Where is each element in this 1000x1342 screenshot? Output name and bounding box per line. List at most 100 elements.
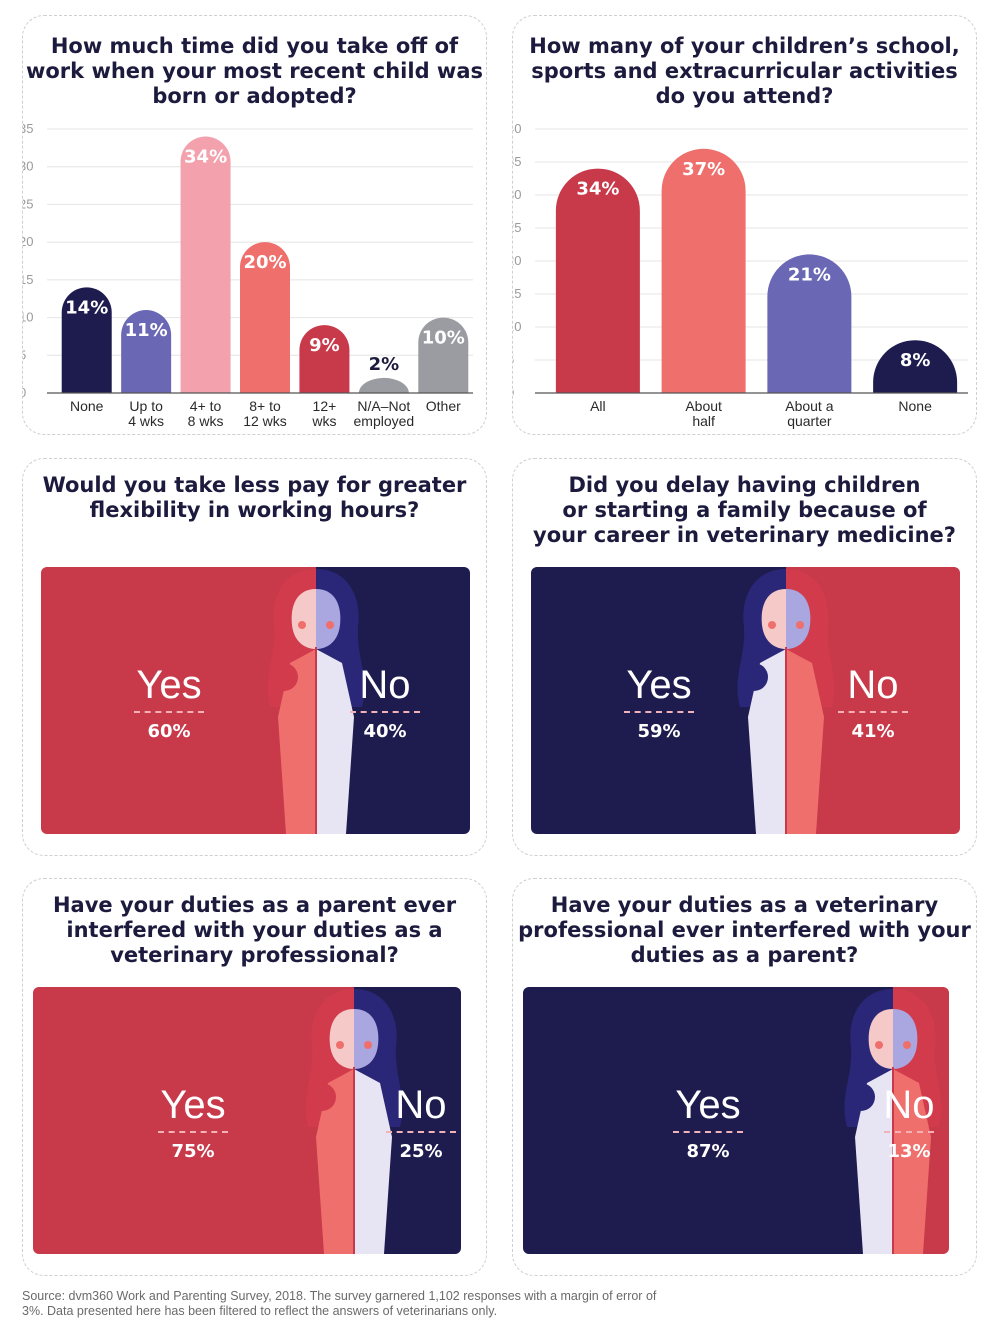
- bar: [239, 242, 290, 393]
- y-tick-label: 15: [23, 272, 33, 287]
- cheek-shape: [796, 621, 804, 629]
- yes-label: Yes: [160, 1083, 226, 1127]
- y-tick-label: 25: [23, 196, 33, 211]
- yes-answer: Yes 87%: [638, 1083, 778, 1162]
- face-shape: [761, 589, 786, 649]
- data-label: 8%: [900, 350, 931, 371]
- x-tick-label: About half: [685, 398, 722, 429]
- bar: [767, 254, 852, 393]
- y-tick-label: 20: [23, 234, 33, 249]
- data-label: 9%: [309, 335, 340, 356]
- no-percent: 40%: [363, 721, 407, 742]
- no-percent: 25%: [399, 1141, 443, 1162]
- y-tick-label: 35: [23, 121, 33, 136]
- data-label: 21%: [788, 264, 831, 285]
- cheek-shape: [298, 621, 306, 629]
- x-tick-label: N/A–Not employed: [354, 398, 415, 429]
- no-answer: No 13%: [859, 1083, 949, 1162]
- x-tick-label: 4+ to 8 wks: [188, 398, 224, 429]
- cheek-shape: [903, 1041, 911, 1049]
- coat-shape: [354, 1069, 392, 1254]
- cheek-shape: [875, 1041, 883, 1049]
- underline: [884, 1131, 934, 1133]
- poll-question: Would you take less pay for greater flex…: [42, 473, 467, 522]
- parent-vet-illustration: [267, 569, 365, 834]
- y-tick-label: 0: [513, 385, 514, 400]
- no-answer: No 40%: [315, 663, 455, 742]
- y-tick-label: 40: [513, 121, 521, 136]
- no-answer: No 41%: [803, 663, 943, 742]
- yes-half: [33, 987, 354, 1254]
- poll-card-parent-duties: Have your duties as a parent ever interf…: [22, 878, 487, 1276]
- face-shape: [893, 1009, 918, 1069]
- bar: [299, 325, 350, 393]
- x-tick-label: Other: [426, 398, 461, 414]
- yes-percent: 59%: [637, 721, 681, 742]
- no-percent: 41%: [851, 721, 895, 742]
- no-label: No: [395, 1083, 447, 1127]
- face-shape: [786, 589, 811, 649]
- x-tick-label: 8+ to 12 wks: [243, 398, 287, 429]
- bar: [873, 340, 958, 393]
- bar: [661, 148, 746, 393]
- yes-label: Yes: [626, 663, 692, 707]
- bar: [555, 168, 640, 393]
- underline: [386, 1131, 456, 1133]
- baby-shape: [308, 1083, 336, 1111]
- yes-half: [523, 987, 893, 1254]
- poll-question: Have your duties as a veterinary profess…: [518, 893, 971, 967]
- coat-shape: [786, 649, 824, 834]
- y-tick-label: 25: [513, 220, 521, 235]
- poll-question: Have your duties as a parent ever interf…: [52, 893, 457, 967]
- poll-panel: Yes 75% No 25%: [33, 987, 461, 1254]
- data-label: 20%: [243, 252, 286, 273]
- underline: [673, 1131, 743, 1133]
- poll-panel: Yes 59% No 41%: [531, 567, 960, 834]
- yes-percent: 87%: [686, 1141, 730, 1162]
- face-shape: [868, 1009, 893, 1069]
- y-tick-label: 30: [23, 159, 33, 174]
- y-tick-label: 5: [513, 352, 514, 367]
- chart-card-time-off: How much time did you take off of work w…: [22, 15, 487, 435]
- yes-label: Yes: [136, 663, 202, 707]
- bar: [358, 377, 409, 393]
- baby-shape: [847, 1083, 875, 1111]
- cheek-shape: [768, 621, 776, 629]
- chart-title: How many of your children’s school, spor…: [529, 34, 960, 108]
- data-label: 34%: [184, 147, 227, 168]
- divider-line: [353, 1067, 355, 1254]
- x-tick-label: About a quarter: [785, 398, 833, 429]
- y-tick-label: 5: [23, 347, 26, 362]
- bar: [121, 310, 172, 393]
- cheek-shape: [364, 1041, 372, 1049]
- poll-panel: Yes 60% No 40%: [41, 567, 470, 834]
- yes-percent: 75%: [171, 1141, 215, 1162]
- underline: [838, 711, 908, 713]
- y-tick-label: 35: [513, 154, 521, 169]
- divider-line: [892, 1067, 894, 1254]
- y-tick-label: 30: [513, 187, 521, 202]
- parent-vet-illustration: [305, 989, 403, 1254]
- dress-shape: [855, 1069, 893, 1254]
- divider-line: [785, 647, 787, 834]
- poll-card-delay-children: Did you delay having children or startin…: [512, 458, 977, 856]
- bar: [61, 287, 112, 393]
- dress-shape: [278, 649, 316, 834]
- dress-shape: [316, 1069, 354, 1254]
- yes-label: Yes: [675, 1083, 741, 1127]
- yes-answer: Yes 60%: [99, 663, 239, 742]
- chart-title: How much time did you take off of work w…: [25, 34, 483, 108]
- coat-shape: [316, 649, 354, 834]
- face-shape: [354, 1009, 379, 1069]
- data-label: 37%: [682, 159, 725, 180]
- underline: [134, 711, 204, 713]
- data-label: 14%: [65, 297, 108, 318]
- source-note: Source: dvm360 Work and Parenting Survey…: [22, 1289, 657, 1318]
- data-label: 11%: [125, 320, 168, 341]
- divider-line: [315, 647, 317, 834]
- no-label: No: [359, 663, 411, 707]
- bar: [418, 317, 469, 393]
- y-tick-label: 0: [23, 385, 26, 400]
- poll-card-less-pay: Would you take less pay for greater flex…: [22, 458, 487, 856]
- poll-card-vet-duties: Have your duties as a veterinary profess…: [512, 878, 977, 1276]
